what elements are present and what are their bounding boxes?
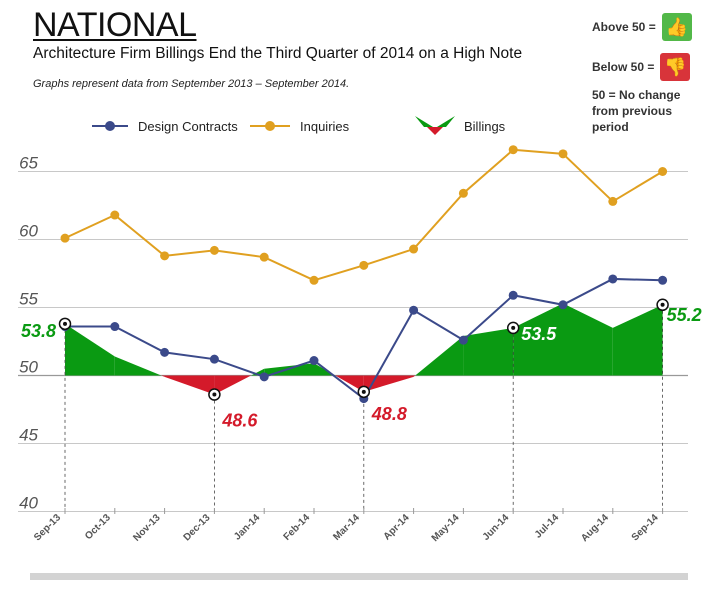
design-contracts-point <box>608 274 618 284</box>
chart-legend: Design Contracts Inquiries Billings <box>92 116 506 135</box>
x-tick-label: Nov-13 <box>131 512 163 544</box>
page-subtitle: Architecture Firm Billings End the Third… <box>33 45 523 62</box>
x-axis-ticks: Sep-13 Oct-13 Nov-13 Dec-13 Jan-14 Feb-14 Mar-… <box>32 508 664 544</box>
x-tick-label: Mar-14 <box>331 512 362 543</box>
billings-area-above <box>463 327 514 376</box>
inquiries-point <box>608 196 618 206</box>
inquiries-point <box>558 149 568 159</box>
design-contracts-point <box>508 290 518 300</box>
inquiries-point <box>259 252 269 262</box>
annotation-marker-dot <box>511 325 516 330</box>
billings-area-below <box>164 375 215 395</box>
design-contracts-point <box>110 322 120 332</box>
billings-area-below <box>413 375 416 377</box>
billings-area-below <box>363 375 414 392</box>
above-50-key: Above 50 = 👍 <box>592 12 692 42</box>
thumbs-up-icon: 👍 <box>661 13 692 41</box>
design-contracts-point <box>558 300 568 310</box>
design-contracts-point <box>409 305 419 315</box>
inquiries-point <box>359 260 369 270</box>
inquiries-point <box>409 244 419 254</box>
y-axis-ticks: 40 45 50 55 60 65 <box>19 154 38 513</box>
series-points <box>60 145 668 404</box>
y-tick-label: 55 <box>19 290 38 309</box>
x-tick-label: Sep-14 <box>630 512 661 543</box>
x-tick-label: Feb-14 <box>282 512 313 543</box>
annotation-label: 53.8 <box>21 321 56 341</box>
billings-area-above <box>65 323 115 376</box>
x-tick-label: Oct-13 <box>83 512 113 542</box>
x-tick-label: Sep-13 <box>32 512 63 543</box>
annotation-marker-dot <box>212 392 217 397</box>
inquiries-point <box>60 233 70 243</box>
x-tick-label: Jan-14 <box>232 512 262 542</box>
above-50-label: Above 50 = <box>592 20 656 34</box>
annotation-label: 48.8 <box>371 404 407 424</box>
annotation-label: 55.2 <box>667 305 702 325</box>
x-tick-label: Jun-14 <box>481 512 512 543</box>
inquiries-point <box>508 145 518 155</box>
billings-area <box>65 303 663 395</box>
billings-area-below <box>214 375 252 395</box>
inquiries-point <box>309 275 319 285</box>
legend-billings-icon-left <box>415 116 433 127</box>
legend-design-marker <box>105 121 115 131</box>
inquiries-point <box>110 210 120 220</box>
annotation-label: 48.6 <box>221 411 258 431</box>
page-title: NATIONAL <box>33 6 197 44</box>
inquiries-point <box>658 167 668 176</box>
billings-area-above <box>415 336 464 376</box>
design-contracts-point <box>309 356 319 366</box>
y-tick-label: 60 <box>19 222 38 241</box>
legend-design-label: Design Contracts <box>138 119 238 134</box>
inquiries-point <box>458 188 468 198</box>
y-tick-label: 40 <box>19 494 38 513</box>
billings-area-above <box>114 356 162 376</box>
annotation-drop-lines <box>64 304 663 512</box>
no-change-note: 50 = No change from previous period <box>592 88 681 134</box>
x-tick-label: Jul-14 <box>533 512 562 541</box>
x-tick-label: Dec-13 <box>182 512 213 543</box>
inquiries-point <box>160 251 170 261</box>
annotation-marker-dot <box>660 302 665 307</box>
billings-area-below <box>161 375 165 377</box>
below-50-label: Below 50 = <box>592 60 655 74</box>
billings-area-above <box>513 303 563 376</box>
legend-billings-icon-bottom <box>427 127 443 135</box>
x-tick-label: May-14 <box>430 512 462 544</box>
footer-bar <box>30 573 688 580</box>
y-tick-label: 65 <box>19 154 38 173</box>
thumbs-down-icon: 👎 <box>660 53 691 81</box>
annotation-marker-dot <box>63 321 67 326</box>
x-tick-label: Aug-14 <box>579 512 611 544</box>
legend-inquiries-marker <box>265 121 275 131</box>
billings-area-above <box>612 304 663 376</box>
design-contracts-point <box>209 354 219 364</box>
inquiries-line <box>64 148 664 282</box>
annotation-label: 53.5 <box>521 324 557 344</box>
design-contracts-point <box>458 335 468 345</box>
inquiries-point <box>209 245 219 255</box>
y-tick-label: 50 <box>19 358 38 377</box>
x-tick-label: Apr-14 <box>382 512 412 542</box>
design-contracts-point <box>658 275 668 285</box>
legend-billings-icon-right <box>437 116 455 127</box>
design-contracts-point <box>160 347 170 357</box>
annotations: 53.8 48.6 48.8 53.5 55.2 <box>21 298 702 431</box>
billings-area-below <box>335 375 364 392</box>
billings-area-above <box>563 303 613 376</box>
design-contracts-point <box>259 372 269 382</box>
annotation-marker-dot <box>361 389 366 394</box>
legend-billings-label: Billings <box>464 119 506 134</box>
y-tick-label: 45 <box>19 426 38 445</box>
legend-inquiries-label: Inquiries <box>300 119 350 134</box>
below-50-key: Below 50 = 👎 <box>592 52 691 82</box>
data-range-note: Graphs represent data from September 201… <box>33 78 350 90</box>
